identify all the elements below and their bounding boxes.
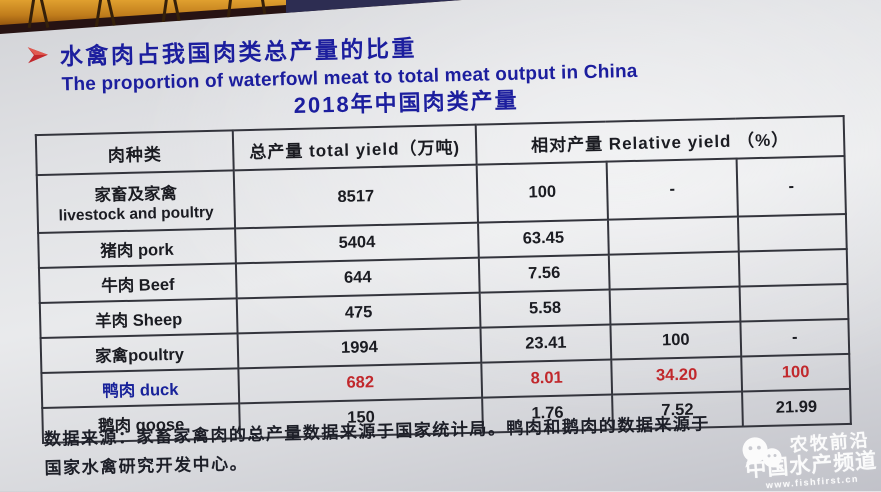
cell-total-yield: 1994 xyxy=(237,327,482,369)
cell-relative-1: 7.56 xyxy=(478,254,610,293)
cell-relative-3: - xyxy=(736,156,846,217)
cell-relative-2 xyxy=(609,286,741,325)
cell-relative-1: 100 xyxy=(476,161,608,223)
cell-relative-2: 34.20 xyxy=(611,356,743,395)
cell-relative-3 xyxy=(738,248,848,287)
wechat-icon xyxy=(742,436,784,470)
row-label: 家畜及家禽 xyxy=(94,184,178,205)
cell-total-yield: 8517 xyxy=(233,164,479,229)
row-label: 家禽poultry xyxy=(40,333,239,373)
cell-relative-2 xyxy=(607,216,739,255)
row-label: 牛肉 Beef xyxy=(38,263,237,304)
row-label-en: livestock and poultry xyxy=(58,203,214,225)
row-label: 羊肉 Sheep xyxy=(39,298,238,339)
cell-total-yield: 644 xyxy=(235,257,480,299)
cell-relative-1: 23.41 xyxy=(480,324,612,363)
cell-relative-2 xyxy=(608,251,740,290)
cell-relative-2: 100 xyxy=(610,321,742,360)
col-header-meat-type: 肉种类 xyxy=(35,130,234,176)
cell-relative-3 xyxy=(739,283,849,322)
cell-relative-3: - xyxy=(740,318,850,357)
cell-total-yield: 682 xyxy=(238,362,483,404)
row-label-cell: 家畜及家禽 livestock and poultry xyxy=(36,170,236,234)
cell-relative-3: 21.99 xyxy=(742,388,851,427)
row-label: 猪肉 pork xyxy=(38,228,236,269)
slide-title-zh: 水禽肉占我国肉类总产量的比重 xyxy=(59,35,418,70)
cell-relative-1: 5.58 xyxy=(479,289,611,328)
cell-relative-3: 100 xyxy=(741,353,851,392)
cell-relative-3 xyxy=(737,213,847,252)
cell-total-yield: 475 xyxy=(236,292,481,334)
cell-relative-1: 63.45 xyxy=(478,219,609,258)
cell-relative-1: 8.01 xyxy=(481,359,613,398)
cell-relative-2: - xyxy=(606,158,738,220)
col-header-total-yield: 总产量 total yield（万吨) xyxy=(232,124,477,171)
cell-total-yield: 5404 xyxy=(235,222,479,264)
slide-title-block: 水禽肉占我国肉类总产量的比重 The proportion of waterfo… xyxy=(27,24,638,97)
red-arrow-bullet-icon xyxy=(27,47,48,64)
meat-production-table: 肉种类 总产量 total yield（万吨) 相对产量 Relative yi… xyxy=(35,115,852,444)
watermark: 农牧前沿 中国水产频道 www.fishfirst.cn xyxy=(742,430,878,491)
row-label: 鸭肉 duck xyxy=(41,368,240,408)
